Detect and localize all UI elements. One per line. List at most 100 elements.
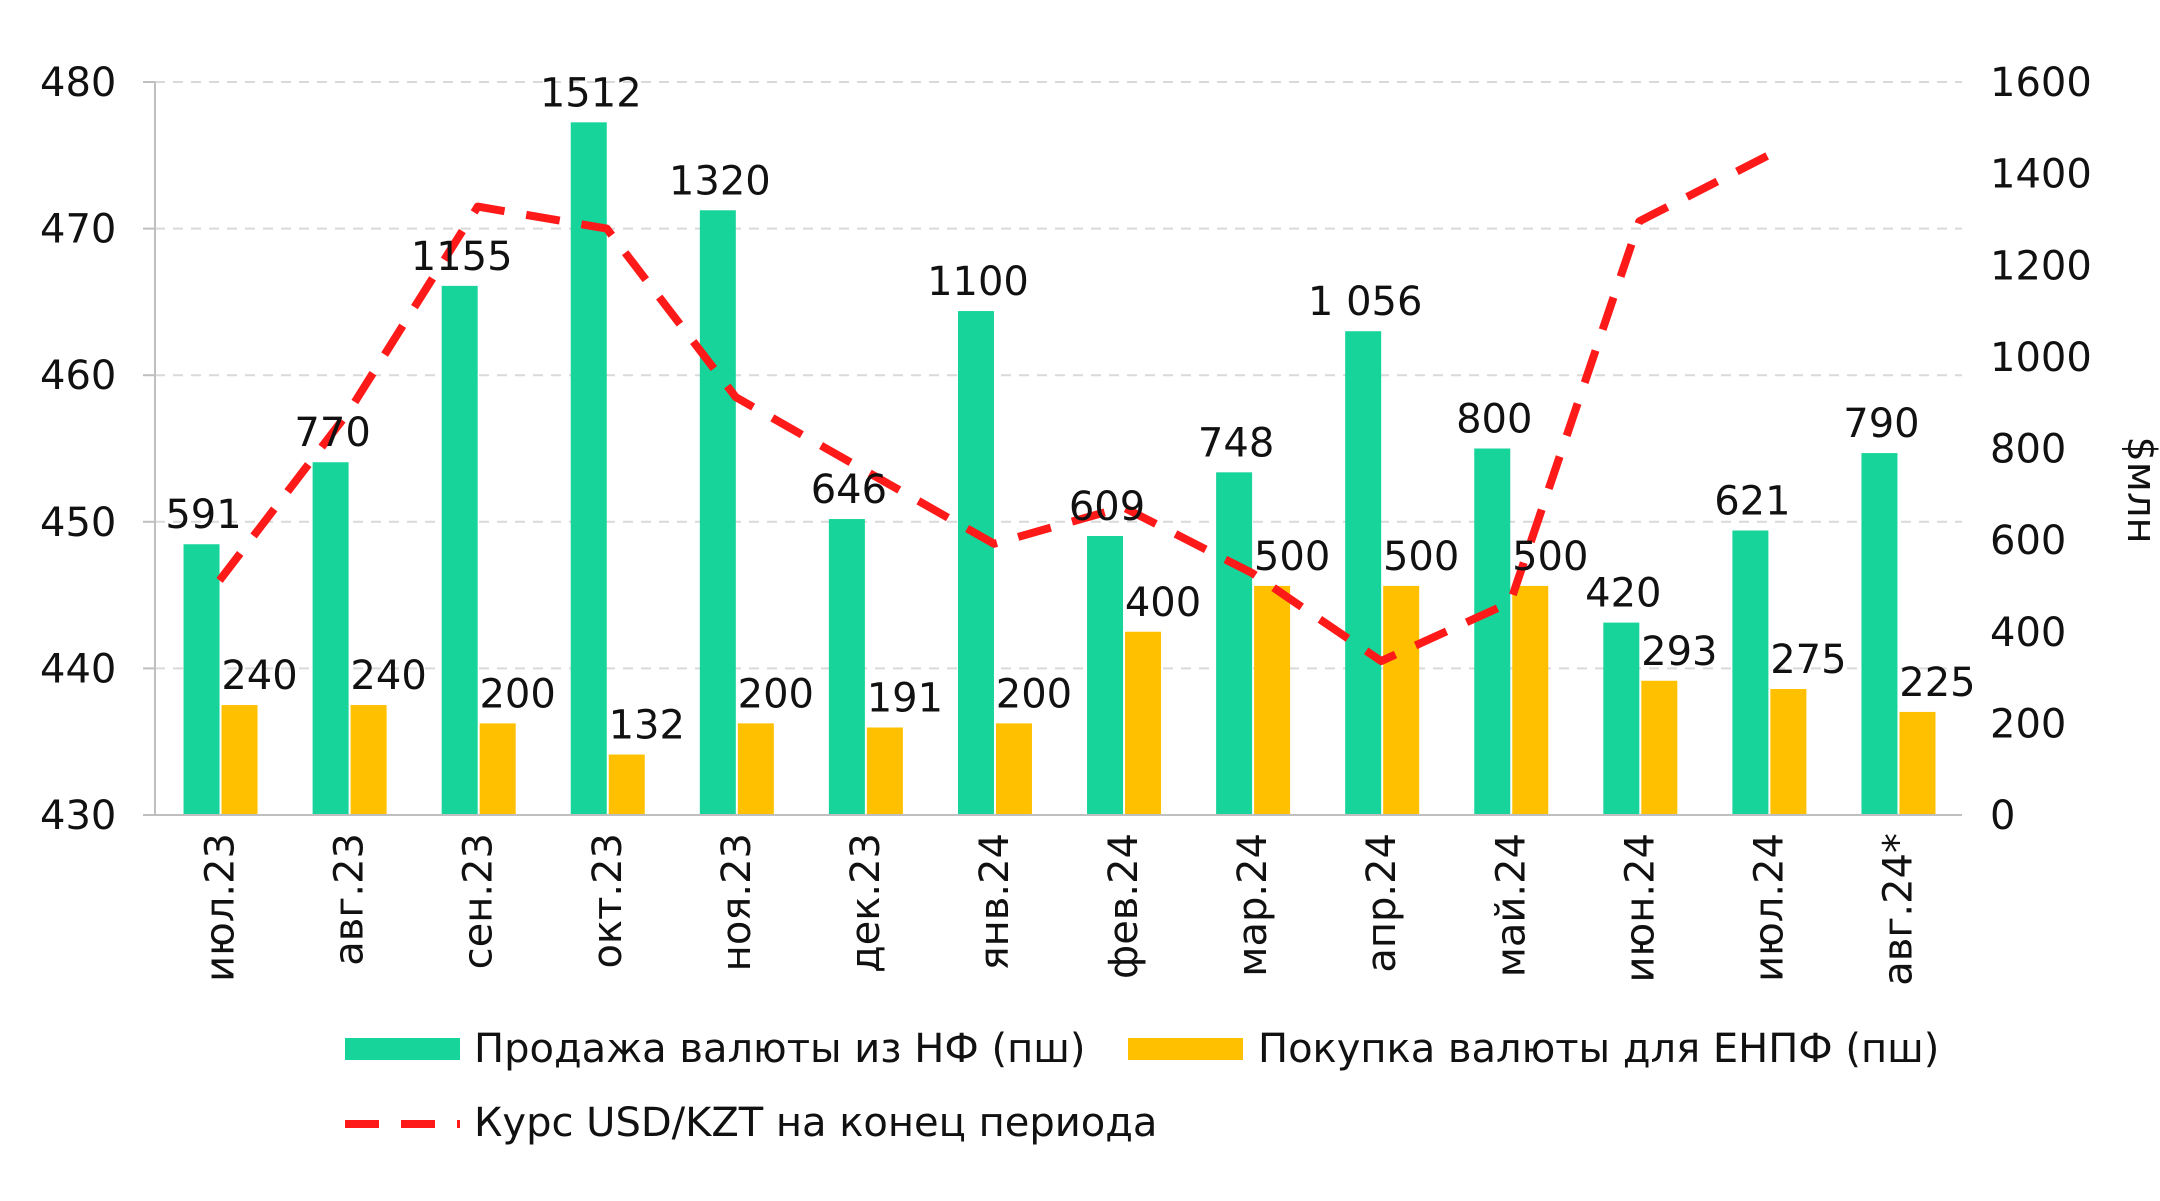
bar-purchase [479,723,516,815]
x-category-label: ноя.23 [714,833,760,971]
data-label-purchase: 500 [1512,534,1588,580]
bar-purchase [1770,689,1807,815]
bar-purchase [995,723,1032,815]
bar-purchase [608,754,645,815]
bar-sale [1087,536,1124,815]
data-label-sale: 1100 [927,259,1029,305]
data-label-sale: 646 [811,467,887,513]
data-label-purchase: 500 [1383,534,1459,580]
data-label-sale: 800 [1456,397,1532,443]
data-label-sale: 1512 [540,70,642,116]
y-right-tick-label: 1000 [1990,335,2092,381]
data-label-sale: 621 [1714,479,1790,525]
bar-purchase [221,705,258,815]
y-right-tick-label: 1400 [1990,152,2092,198]
x-category-label: сен.23 [456,833,502,969]
bar-purchase [1899,711,1936,815]
data-label-purchase: 275 [1770,637,1846,683]
x-category-label: июл.23 [198,833,244,982]
y-left-tick-label: 450 [40,500,116,546]
legend-label-rate: Курс USD/KZT на конец периода [474,1100,1157,1146]
data-label-layer: 591 240 770 240 1155 200 1512 132 1320 200 646 191 1… [165,70,1975,748]
data-label-sale: 591 [165,492,241,538]
bar-sale [312,462,349,815]
bar-sale [1603,622,1640,815]
data-label-purchase: 200 [479,671,555,717]
bar-purchase [866,727,903,815]
data-label-sale: 770 [294,410,370,456]
data-label-sale: 420 [1585,571,1661,617]
y-right-tick-label: 1600 [1990,60,2092,106]
bar-sale [570,122,607,815]
legend-swatch-sale [345,1038,460,1060]
bar-sale [957,311,994,815]
data-label-purchase: 500 [1254,534,1330,580]
bar-sale [828,519,865,815]
line-usd-kzt [216,151,1771,666]
x-category-label: мар.24 [1230,833,1276,977]
bar-purchase [350,705,387,815]
bar-sale [699,210,736,815]
y-right-tick-label: 0 [1990,793,2015,839]
bar-sale [441,285,478,816]
data-label-purchase: 240 [350,653,426,699]
data-label-purchase: 293 [1641,629,1717,675]
bar-sale [1216,472,1253,815]
y-right-tick-label: 600 [1990,518,2066,564]
y-left-tick-label: 470 [40,207,116,253]
bar-sale [1861,453,1898,815]
data-label-purchase: 200 [996,671,1072,717]
x-category-label: окт.23 [585,833,631,969]
y-left-tick-label: 460 [40,353,116,399]
bar-sale [183,544,220,815]
bar-sale [1474,448,1511,815]
x-category-label: фев.24 [1101,833,1147,979]
legend-swatch-purchase [1128,1038,1243,1060]
bar-purchase [1254,585,1291,815]
bar-purchase [1512,585,1549,815]
data-label-sale: 609 [1069,484,1145,530]
axis-layer: 430 440 450 460 470 480 0 200 400 600 800 1000 1200 1… [40,60,2160,986]
y-right-tick-label: 800 [1990,427,2066,473]
x-category-label: май.24 [1488,833,1534,977]
bar-purchase [1125,631,1162,815]
x-category-label: янв.24 [972,833,1018,970]
grid-layer [155,81,1962,670]
data-label-sale: 1 056 [1308,279,1423,325]
data-label-sale: 1155 [411,234,513,280]
legend: Продажа валюты из НФ (пш) Покупка валюты … [345,1026,1939,1146]
y-left-tick-label: 480 [40,60,116,106]
data-label-sale: 1320 [669,158,771,204]
bar-purchase [1641,680,1678,815]
line-layer [216,151,1771,666]
bar-layer [183,122,1936,816]
y-left-tick-label: 440 [40,646,116,692]
data-label-purchase: 400 [1125,580,1201,626]
legend-label-sale: Продажа валюты из НФ (пш) [474,1026,1085,1072]
bar-sale [1345,331,1382,815]
data-label-purchase: 191 [867,675,943,721]
x-category-label: дек.23 [843,833,889,973]
data-label-purchase: 200 [738,671,814,717]
bar-purchase [1383,585,1420,815]
y-right-tick-label: 200 [1990,701,2066,747]
x-category-label: июн.24 [1617,833,1663,982]
x-category-label: авг.23 [327,833,373,966]
data-label-purchase: 240 [221,653,297,699]
data-label-purchase: 225 [1899,660,1975,706]
bar-purchase [737,723,774,815]
y-right-axis-title: $млн [2118,436,2160,543]
x-category-label: авг.24* [1875,833,1921,986]
x-category-label: апр.24 [1359,833,1405,973]
y-right-tick-label: 400 [1990,610,2066,656]
data-label-sale: 790 [1843,401,1919,447]
x-category-label: июл.24 [1746,833,1792,982]
data-label-purchase: 132 [609,703,685,749]
data-label-sale: 748 [1198,420,1274,466]
y-left-tick-label: 430 [40,793,116,839]
legend-label-purchase: Покупка валюты для ЕНПФ (пш) [1258,1026,1939,1072]
y-right-tick-label: 1200 [1990,243,2092,289]
bar-sale [1732,530,1769,815]
